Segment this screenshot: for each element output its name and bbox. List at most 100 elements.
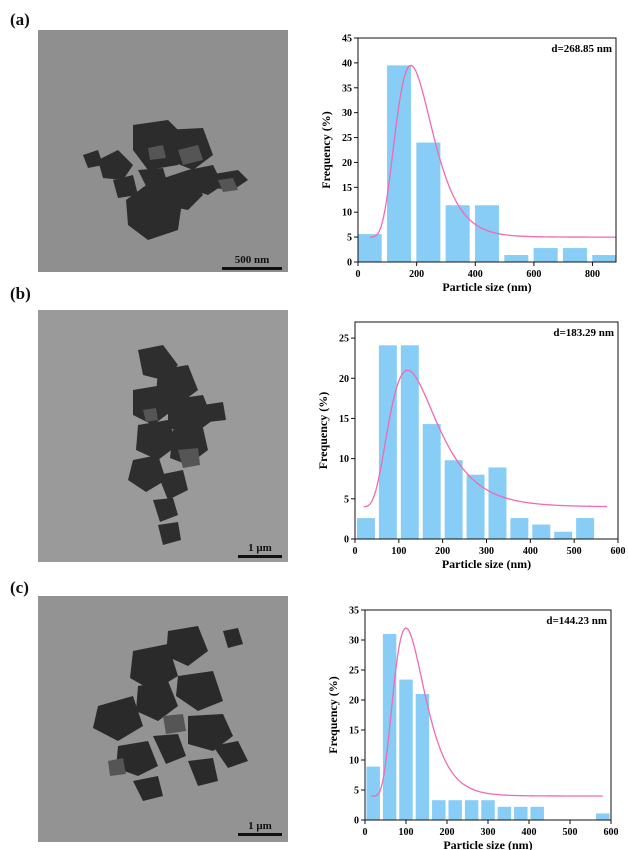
x-tick-label: 400 <box>522 827 537 838</box>
histogram-bar <box>596 813 610 820</box>
y-tick-label: 0 <box>347 258 352 269</box>
y-tick-label: 10 <box>339 454 349 465</box>
x-tick-label: 300 <box>479 546 494 557</box>
x-tick-label: 200 <box>409 269 424 280</box>
chart-2: 0 100 200 300 400 500 600 0 5 10 15 20 25 30 35 Particl… <box>326 606 619 850</box>
y-tick-label: 25 <box>339 334 349 345</box>
y-tick-label: 0 <box>344 535 349 546</box>
histogram-bar <box>488 467 507 539</box>
fit-curve <box>369 64 617 238</box>
nanoparticle-cluster-graphic <box>93 626 248 801</box>
x-tick-label: 400 <box>523 546 538 557</box>
histogram-bar <box>416 142 441 262</box>
histogram-bar <box>400 345 419 539</box>
x-axis-label: Particle size (nm) <box>442 280 531 294</box>
x-tick-label: 600 <box>611 546 626 557</box>
histogram-bar <box>562 248 587 262</box>
y-tick-label: 25 <box>342 133 352 144</box>
y-tick-label: 40 <box>342 58 352 69</box>
histogram-bar <box>399 679 413 820</box>
histogram-bar <box>432 800 446 820</box>
y-tick-label: 20 <box>342 158 352 169</box>
histogram-bar <box>464 800 479 820</box>
histogram-bar <box>366 766 380 820</box>
mean-size-annotation: d=144.23 nm <box>546 615 607 627</box>
scale-bar-label: 500 nm <box>234 254 270 266</box>
histogram-bar <box>532 524 551 539</box>
tem-image-c: 1 μm <box>38 596 288 842</box>
chart-1: 0 100 200 300 400 500 600 0 5 10 15 20 25 Particle si… <box>316 321 626 571</box>
histogram-bar <box>514 806 528 820</box>
y-tick-label: 15 <box>342 183 352 194</box>
y-axis-label: Frequency (%) <box>326 676 340 753</box>
x-tick-label: 500 <box>567 546 582 557</box>
mean-size-annotation: d=268.85 nm <box>551 43 612 55</box>
x-tick-label: 600 <box>526 269 541 280</box>
tem-image-b: 1 μm <box>38 310 288 562</box>
chart-0: 0 200 400 600 800 0 5 10 15 20 25 30 35 40 45 Particle … <box>319 34 617 294</box>
y-tick-label: 35 <box>349 606 359 617</box>
x-tick-label: 600 <box>604 827 619 838</box>
y-tick-label: 20 <box>339 374 349 385</box>
histogram-bar <box>576 518 595 539</box>
fit-curve <box>371 627 603 797</box>
x-tick-label: 0 <box>363 827 368 838</box>
y-tick-label: 10 <box>342 208 352 219</box>
histogram-bar <box>504 255 529 262</box>
histogram-bar <box>481 800 495 820</box>
histogram-bar <box>592 255 617 262</box>
histogram-bar <box>444 460 463 539</box>
y-tick-label: 25 <box>349 666 359 677</box>
y-tick-label: 35 <box>342 83 352 94</box>
x-tick-label: 0 <box>356 269 361 280</box>
x-axis-label: Particle size (nm) <box>442 557 531 571</box>
histogram-bar <box>474 205 500 262</box>
panel-label-a: (a) <box>10 10 30 29</box>
tem-image-a: 500 nm <box>38 30 288 272</box>
mean-size-annotation: d=183.29 nm <box>553 327 614 339</box>
histogram-bar <box>415 694 430 820</box>
histogram-bar <box>387 65 412 262</box>
histogram-bar <box>448 800 462 820</box>
y-tick-label: 0 <box>354 816 359 827</box>
x-tick-label: 100 <box>391 546 406 557</box>
x-tick-label: 0 <box>353 546 358 557</box>
y-tick-label: 20 <box>349 696 359 707</box>
y-tick-label: 5 <box>344 494 349 505</box>
plot-frame <box>357 37 617 263</box>
nanoparticle-cluster-graphic <box>128 345 226 545</box>
histogram-bar <box>378 345 397 539</box>
histogram-bar <box>530 806 544 820</box>
x-tick-label: 100 <box>399 827 414 838</box>
y-tick-label: 30 <box>349 636 359 647</box>
y-tick-label: 15 <box>339 414 349 425</box>
nanoparticle-cluster-graphic <box>83 120 248 240</box>
histogram-bar <box>510 518 529 539</box>
scale-bar-label: 1 μm <box>248 820 272 832</box>
y-tick-label: 10 <box>349 756 359 767</box>
y-tick-label: 5 <box>354 786 359 797</box>
scale-bar-a: 500 nm <box>222 254 282 270</box>
panel-label-c: (c) <box>10 578 29 597</box>
scale-bar-b: 1 μm <box>238 542 282 558</box>
histogram-bar <box>554 531 573 539</box>
histogram-bar <box>466 474 485 539</box>
x-tick-label: 300 <box>481 827 496 838</box>
x-tick-label: 200 <box>435 546 450 557</box>
histogram-bar <box>497 806 512 820</box>
y-axis-label: Frequency (%) <box>316 392 330 469</box>
y-tick-label: 30 <box>342 108 352 119</box>
x-tick-label: 800 <box>585 269 600 280</box>
histogram-bar <box>357 234 382 262</box>
x-axis-label: Particle size (nm) <box>443 838 532 850</box>
y-tick-label: 5 <box>347 233 352 244</box>
histogram-bar <box>422 424 441 539</box>
scale-bar-c: 1 μm <box>238 820 282 836</box>
y-tick-label: 45 <box>342 34 352 45</box>
y-axis-label: Frequency (%) <box>319 111 333 188</box>
panel-label-b: (b) <box>10 284 31 303</box>
y-tick-label: 15 <box>349 726 359 737</box>
x-tick-label: 400 <box>468 269 483 280</box>
x-tick-label: 200 <box>440 827 455 838</box>
